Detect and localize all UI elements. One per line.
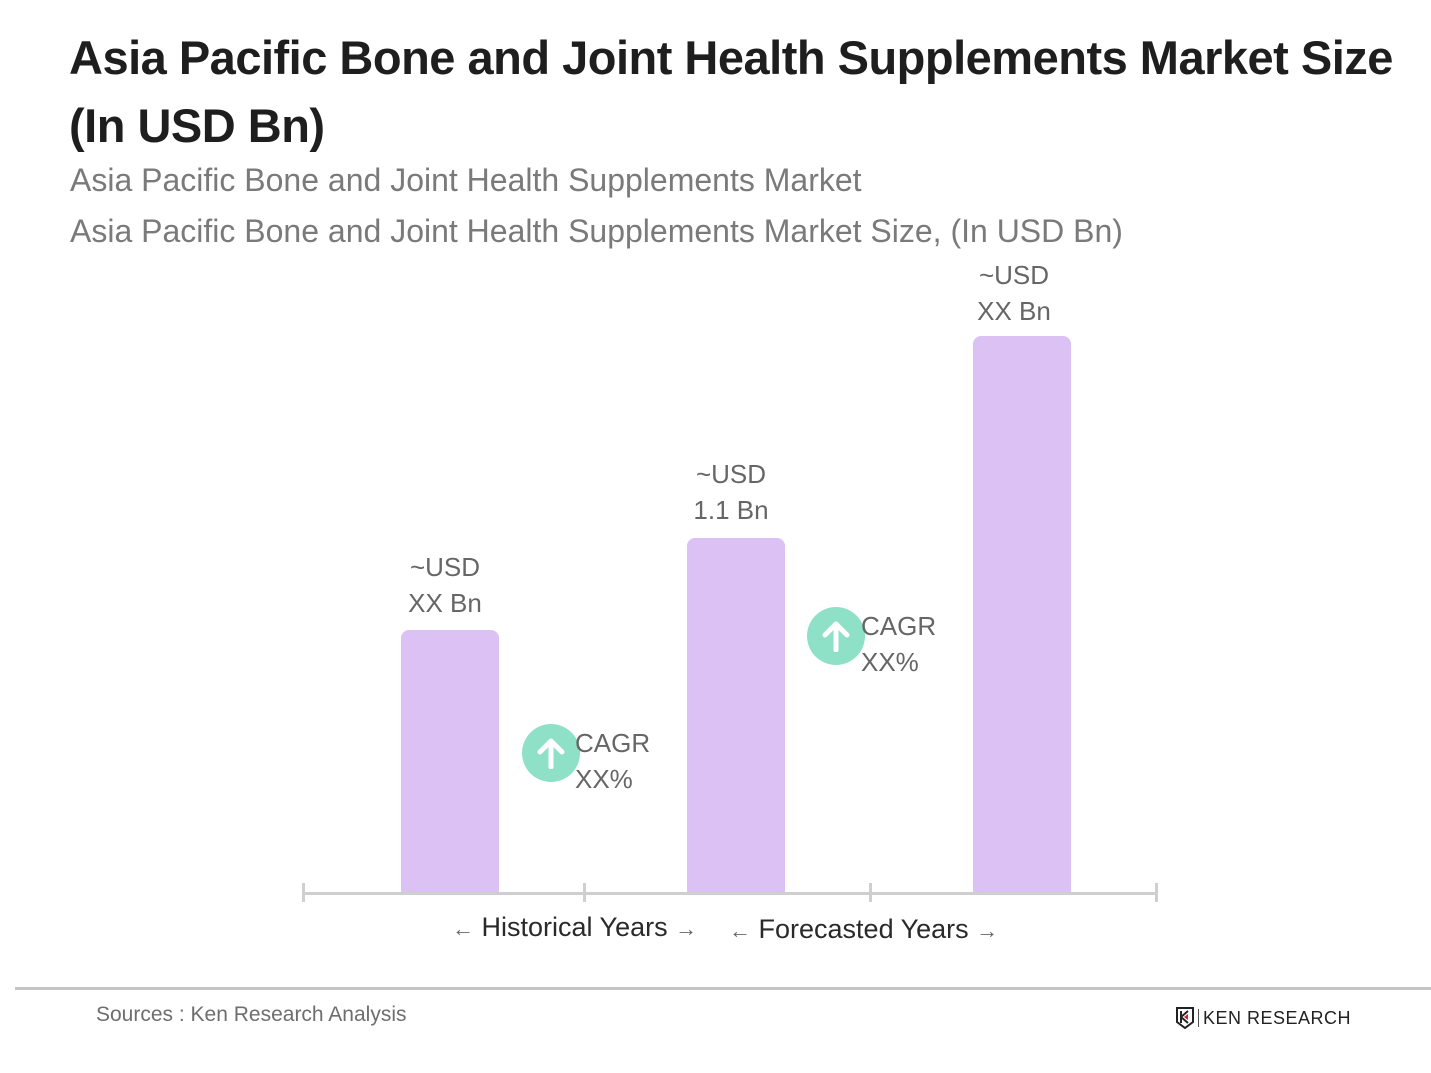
arrow-up-icon [807, 607, 865, 665]
cagr-title: CAGR [575, 728, 651, 758]
axis-tick [869, 883, 872, 902]
cagr-label: CAGR XX% [861, 608, 936, 680]
arrow-right-icon: → [675, 916, 698, 941]
ken-research-logo: KEN RESEARCH [1176, 1006, 1351, 1030]
historical-years-text: Historical Years [481, 912, 668, 942]
arrow-right-icon: → [976, 918, 999, 943]
chart-subtitle-2: Asia Pacific Bone and Joint Health Suppl… [70, 213, 1123, 249]
arrow-up-icon [522, 724, 580, 782]
chart-title: Asia Pacific Bone and Joint Health Suppl… [69, 31, 1393, 152]
axis-tick [302, 883, 305, 902]
bar-forecast [973, 336, 1071, 893]
cagr-title: CAGR [861, 611, 937, 641]
brand-name: KEN RESEARCH [1203, 1007, 1352, 1028]
forecasted-years-text: Forecasted Years [758, 914, 969, 944]
chart-subtitle: Asia Pacific Bone and Joint Health Suppl… [70, 162, 862, 198]
bar-label-line1: ~USD [695, 459, 767, 489]
bar-label-line2: XX Bn [977, 296, 1051, 326]
footer-divider [15, 987, 1431, 990]
axis-tick [1155, 883, 1158, 902]
logo-k-shield-icon [1176, 1007, 1194, 1029]
logo-separator [1198, 1009, 1199, 1027]
bar-label-line2: XX Bn [408, 588, 482, 618]
forecasted-years-label: ← Forecasted Years → [729, 914, 998, 945]
axis-tick [583, 883, 586, 902]
bar-label-line1: ~USD [978, 260, 1050, 290]
bar-value-label: ~USD 1.1 Bn [651, 456, 811, 528]
bar-label-line2: 1.1 Bn [693, 495, 769, 525]
cagr-value: XX% [575, 764, 633, 794]
bar-value-label: ~USD XX Bn [365, 549, 525, 621]
bar-value-label: ~USD XX Bn [934, 257, 1094, 329]
x-axis [303, 892, 1157, 895]
arrow-left-icon: ← [729, 918, 751, 943]
historical-years-label: ← Historical Years → [452, 912, 697, 943]
bar-label-line1: ~USD [409, 552, 481, 582]
cagr-value: XX% [861, 647, 919, 677]
cagr-label: CAGR XX% [575, 725, 650, 797]
source-note: Sources : Ken Research Analysis [96, 1003, 407, 1026]
bar-base-year [687, 538, 785, 893]
arrow-left-icon: ← [452, 916, 474, 941]
bar-historical [401, 630, 499, 893]
